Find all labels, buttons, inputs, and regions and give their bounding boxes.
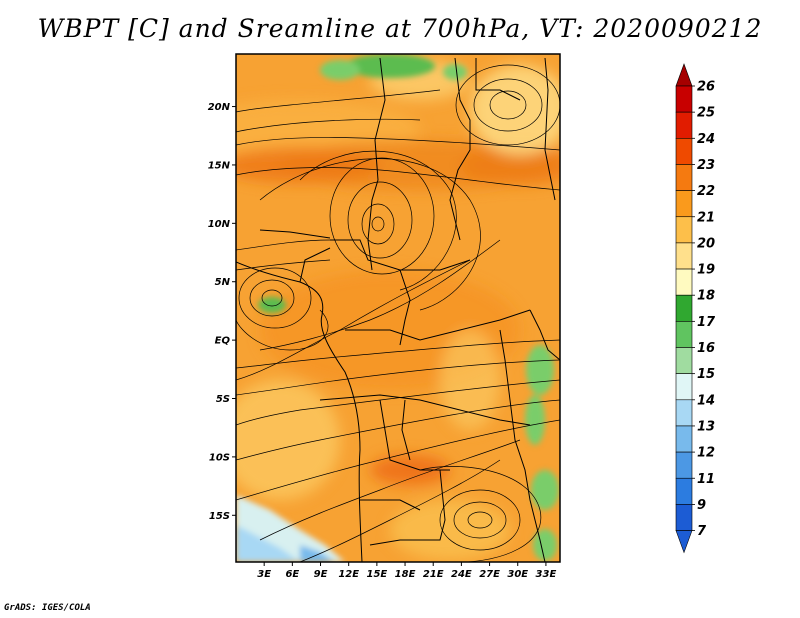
colorbar-label: 25 [697,106,715,121]
lon-tick-label: 24E [451,569,472,580]
colorbar-swatch [675,216,693,244]
colorbar-swatch [675,268,693,296]
colorbar-swatch [675,138,693,165]
lat-tick-label: 15S [209,511,230,522]
lon-tick-label: 18E [395,569,416,580]
colorbar-swatch [675,242,693,270]
lat-tick-label: EQ [215,336,231,347]
colorbar-label: 15 [697,367,715,382]
colorbar-label: 24 [697,132,715,147]
colorbar-label: 7 [697,524,707,539]
lon-tick-label: 30E [507,569,528,580]
lat-tick-label: 10N [208,219,231,230]
chart-title: WBPT [C] and Sreamline at 700hPa, VT: 20… [37,14,763,43]
colorbar-swatch [675,190,693,218]
colorbar-label: 19 [697,263,715,278]
lon-tick-label: 3E [257,569,271,580]
colorbar-swatch [675,451,693,479]
colorbar-swatch [675,111,693,139]
colorbar-label: 26 [697,80,715,95]
colorbar-label: 9 [697,498,706,513]
colorbar-swatch [675,85,693,113]
lon-tick-label: 12E [338,569,359,580]
colorbar-swatch [675,164,693,191]
colorbar-swatch [675,373,693,401]
colorbar-swatch [675,347,693,374]
lat-tick-label: 20N [208,102,231,113]
lon-tick-label: 27E [479,569,500,580]
colorbar-label: 20 [697,236,715,251]
colorbar-bottom-arrow [675,530,693,554]
colorbar-swatch [675,477,693,505]
boundaries [236,57,560,562]
colorbar-label: 14 [697,393,715,408]
lon-tick-label: 6E [285,569,299,580]
colorbar-label: 12 [697,446,715,461]
lon-tick-label: 33E [536,569,557,580]
longitude-axis: 3E 6E 9E 12E 15E 18E 21E 24E 27E 30E 33E [257,562,556,580]
lon-tick-label: 21E [423,569,444,580]
colorbar-label: 22 [697,184,715,199]
colorbar-label: 13 [697,419,715,434]
wbpt-shaded-field [236,54,560,562]
colorbar-swatch [675,321,693,348]
colorbar-swatch [675,425,693,453]
lon-tick-label: 9E [314,569,328,580]
colorbar-swatch [675,399,693,427]
colorbar-label: 17 [697,315,716,330]
lat-tick-label: 5N [215,277,231,288]
latitude-axis: 20N 15N 10N 5N EQ 5S 10S 15S [208,102,236,522]
colorbar-label: 18 [697,289,715,304]
colorbar: 26 25 24 23 22 21 20 19 18 17 16 15 14 13 12 11 9 7 [675,63,716,554]
colorbar-label: 16 [697,341,715,356]
colorbar-label: 11 [697,472,715,487]
lat-tick-label: 10S [209,452,230,463]
lon-tick-label: 15E [366,569,387,580]
colorbar-swatch [675,294,693,322]
map-frame [235,53,561,563]
colorbar-label: 21 [697,210,715,225]
colorbar-top-arrow [675,63,693,87]
lat-tick-label: 5S [216,394,230,405]
colorbar-swatch [675,504,693,531]
colorbar-label: 23 [697,158,715,173]
grads-credit: GrADS: IGES/COLA [4,603,91,613]
lat-tick-label: 15N [208,160,231,171]
